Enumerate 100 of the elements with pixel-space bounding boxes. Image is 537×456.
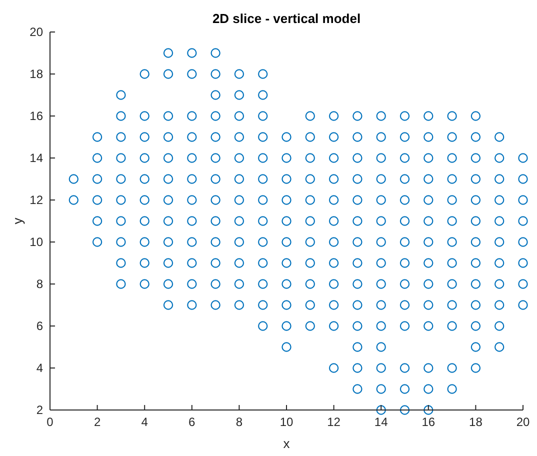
y-tick-label: 16 bbox=[30, 109, 44, 123]
point bbox=[234, 237, 244, 247]
point bbox=[187, 174, 197, 184]
y-tick-label: 20 bbox=[30, 25, 44, 39]
point bbox=[282, 237, 292, 247]
point bbox=[163, 111, 174, 121]
point bbox=[92, 237, 102, 247]
point bbox=[470, 195, 481, 205]
point bbox=[494, 216, 504, 226]
point bbox=[116, 153, 126, 163]
point bbox=[328, 321, 339, 331]
point bbox=[116, 195, 126, 205]
point bbox=[352, 195, 362, 205]
point bbox=[447, 258, 457, 268]
chart-title: 2D slice - vertical model bbox=[212, 11, 361, 26]
x-tick-label: 16 bbox=[422, 415, 436, 429]
point bbox=[305, 321, 315, 331]
point bbox=[282, 132, 292, 142]
point bbox=[447, 132, 457, 142]
point bbox=[210, 69, 220, 79]
point bbox=[187, 195, 197, 205]
point bbox=[328, 153, 339, 163]
point bbox=[424, 174, 434, 184]
point bbox=[92, 132, 102, 142]
point bbox=[328, 132, 339, 142]
point bbox=[234, 111, 244, 121]
point bbox=[163, 258, 174, 268]
x-tick-label: 14 bbox=[374, 415, 388, 429]
y-tick-label: 4 bbox=[36, 361, 44, 375]
point bbox=[352, 384, 362, 394]
point bbox=[352, 132, 362, 142]
point bbox=[140, 216, 150, 226]
point bbox=[447, 300, 457, 310]
point bbox=[258, 111, 268, 121]
point bbox=[447, 384, 457, 394]
point bbox=[518, 195, 528, 205]
point bbox=[376, 174, 386, 184]
point bbox=[400, 384, 410, 394]
point bbox=[352, 342, 362, 352]
point bbox=[494, 174, 504, 184]
x-tick-label: 20 bbox=[516, 415, 530, 429]
point bbox=[470, 363, 481, 373]
point bbox=[305, 174, 315, 184]
point bbox=[282, 258, 292, 268]
point bbox=[328, 258, 339, 268]
x-tick-label: 4 bbox=[141, 415, 148, 429]
point bbox=[258, 321, 268, 331]
point bbox=[470, 258, 481, 268]
point bbox=[234, 132, 244, 142]
point bbox=[352, 237, 362, 247]
point bbox=[447, 195, 457, 205]
point bbox=[376, 258, 386, 268]
point bbox=[376, 300, 386, 310]
point bbox=[352, 153, 362, 163]
point bbox=[140, 69, 150, 79]
point bbox=[210, 237, 220, 247]
point bbox=[376, 111, 386, 121]
point bbox=[518, 174, 528, 184]
point bbox=[305, 153, 315, 163]
point bbox=[424, 195, 434, 205]
point bbox=[258, 279, 268, 289]
point bbox=[210, 90, 220, 100]
point bbox=[187, 258, 197, 268]
point bbox=[68, 195, 78, 205]
point bbox=[282, 216, 292, 226]
point bbox=[116, 111, 126, 121]
point bbox=[258, 174, 268, 184]
point bbox=[376, 195, 386, 205]
point bbox=[376, 384, 386, 394]
point bbox=[376, 342, 386, 352]
point bbox=[282, 153, 292, 163]
point bbox=[140, 174, 150, 184]
point bbox=[424, 258, 434, 268]
point bbox=[163, 216, 174, 226]
point bbox=[400, 405, 410, 415]
point bbox=[518, 258, 528, 268]
point bbox=[352, 258, 362, 268]
point bbox=[376, 363, 386, 373]
point bbox=[234, 174, 244, 184]
point bbox=[494, 279, 504, 289]
point bbox=[352, 111, 362, 121]
point bbox=[400, 321, 410, 331]
point bbox=[400, 111, 410, 121]
point bbox=[187, 279, 197, 289]
point bbox=[470, 279, 481, 289]
y-tick-label: 8 bbox=[36, 277, 44, 291]
point bbox=[424, 279, 434, 289]
point bbox=[352, 363, 362, 373]
point bbox=[305, 300, 315, 310]
point bbox=[424, 384, 434, 394]
point bbox=[400, 195, 410, 205]
point bbox=[282, 321, 292, 331]
point bbox=[424, 363, 434, 373]
point bbox=[424, 300, 434, 310]
point bbox=[328, 363, 339, 373]
point bbox=[187, 69, 197, 79]
point bbox=[210, 48, 220, 58]
point bbox=[234, 153, 244, 163]
point bbox=[282, 174, 292, 184]
point bbox=[400, 279, 410, 289]
